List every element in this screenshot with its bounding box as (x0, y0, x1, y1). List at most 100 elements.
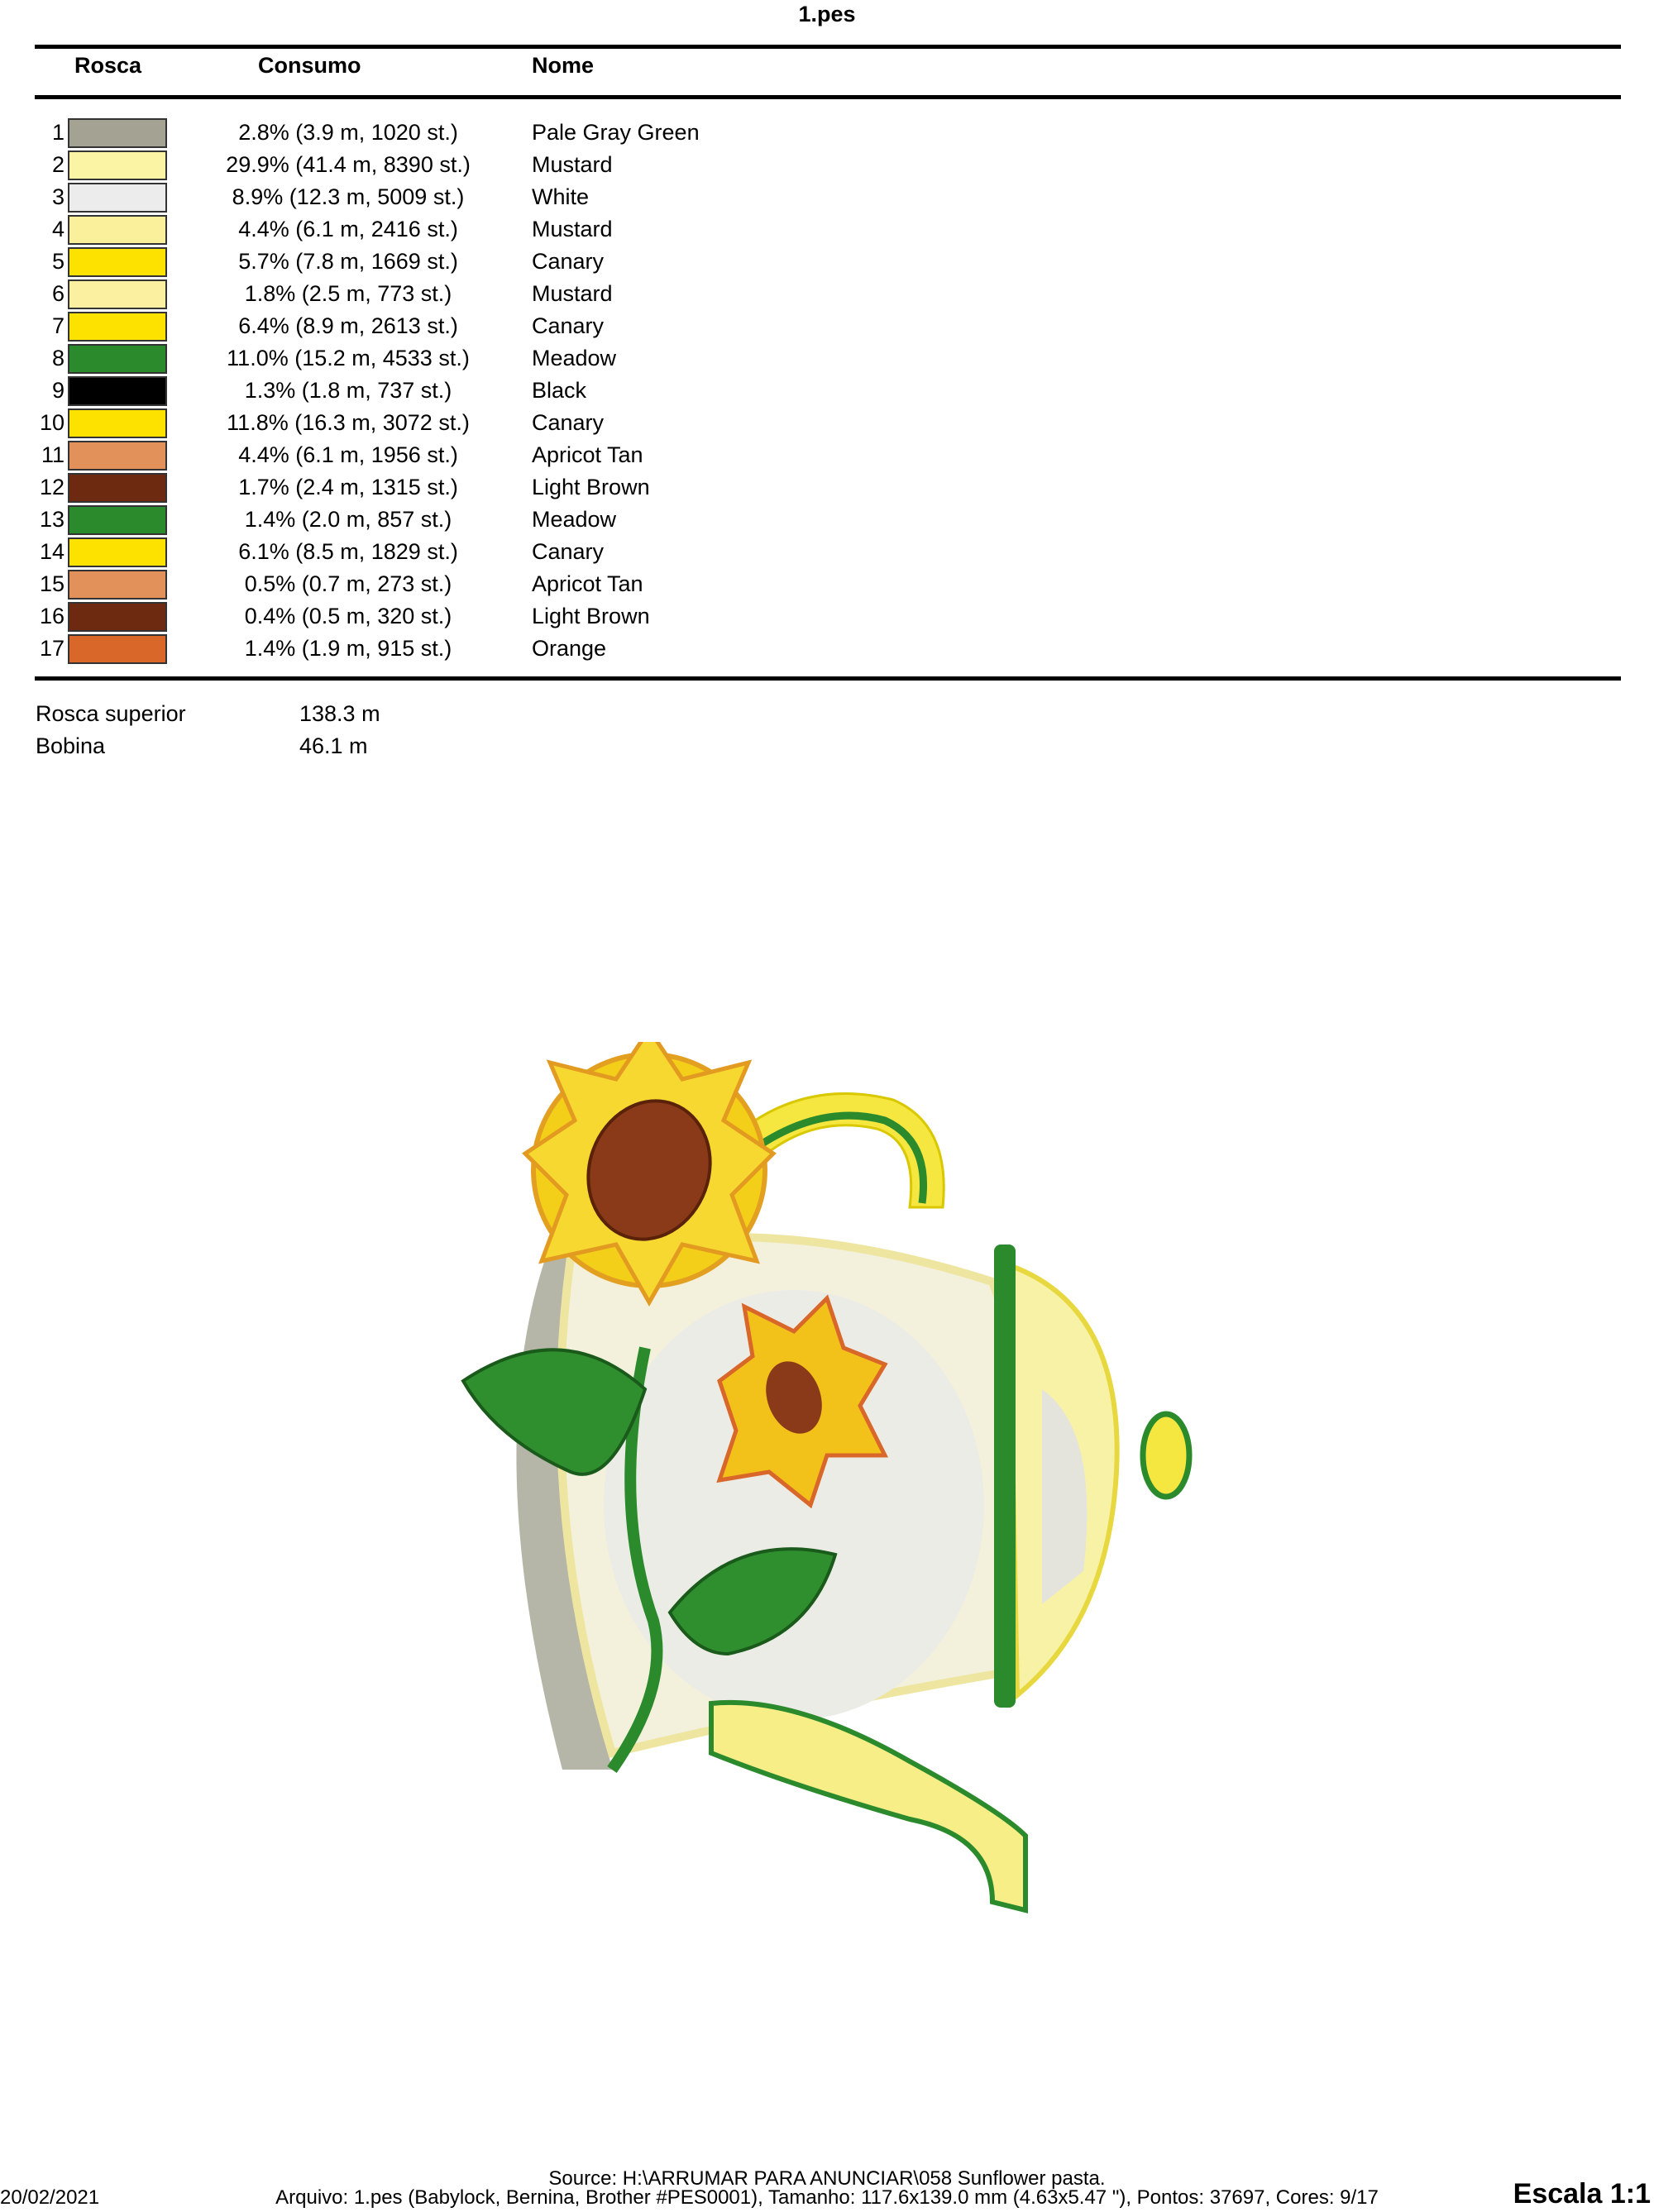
thread-name: Canary (532, 410, 605, 435)
thread-number: 8 (51, 346, 65, 370)
thread-consumption: 11.0% (15.2 m, 4533 st.) (227, 346, 470, 370)
thread-number: 17 (39, 636, 65, 661)
thread-consumption: 29.9% (41.4 m, 8390 st.) (226, 152, 471, 177)
thread-number: 10 (39, 410, 65, 435)
thread-name: Apricot Tan (532, 442, 643, 467)
color-swatch (68, 537, 167, 567)
thread-name: Pale Gray Green (532, 120, 700, 145)
color-swatch (68, 441, 167, 471)
footer-scale: Escala 1:1 (1513, 2178, 1651, 2210)
footer-source: Source: H:\ARRUMAR PARA ANUNCIAR\058 Sun… (548, 2167, 1106, 2190)
thread-row: 8 11.0% (15.2 m, 4533 st.) Meadow (0, 342, 1654, 375)
thread-row: 1 2.8% (3.9 m, 1020 st.) Pale Gray Green (0, 117, 1654, 149)
color-swatch (68, 634, 167, 664)
thread-consumption: 1.7% (2.4 m, 1315 st.) (238, 475, 458, 499)
color-swatch (68, 312, 167, 342)
thread-name: Light Brown (532, 475, 650, 499)
top-thread-label: Rosca superior (36, 701, 186, 726)
thread-name: Mustard (532, 217, 613, 241)
thread-name: Apricot Tan (532, 571, 643, 596)
header-nome: Nome (532, 53, 595, 78)
thread-number: 7 (51, 313, 65, 338)
thread-name: Black (532, 378, 587, 403)
thread-name: Meadow (532, 346, 617, 370)
thread-row: 9 1.3% (1.8 m, 737 st.) Black (0, 375, 1654, 407)
color-swatch (68, 570, 167, 600)
thread-name: Canary (532, 249, 605, 274)
thread-row: 17 1.4% (1.9 m, 915 st.) Orange (0, 633, 1654, 665)
thread-row: 5 5.7% (7.8 m, 1669 st.) Canary (0, 246, 1654, 278)
thread-row: 7 6.4% (8.9 m, 2613 st.) Canary (0, 310, 1654, 342)
document-title: 1.pes (798, 2, 856, 26)
color-swatch (68, 344, 167, 374)
thread-name: Mustard (532, 152, 613, 177)
thread-number: 11 (41, 442, 65, 467)
thread-name: Mustard (532, 281, 613, 306)
footer-date: 20/02/2021 (0, 2186, 100, 2209)
thread-row: 2 29.9% (41.4 m, 8390 st.) Mustard (0, 149, 1654, 181)
thread-name: White (532, 184, 590, 209)
color-swatch (68, 150, 167, 180)
footer-file-info: Arquivo: 1.pes (Babylock, Bernina, Broth… (275, 2186, 1379, 2209)
thread-number: 6 (51, 281, 65, 306)
thread-name: Orange (532, 636, 607, 661)
green-band (994, 1245, 1016, 1708)
thread-consumption: 8.9% (12.3 m, 5009 st.) (232, 184, 465, 209)
sunflower-small (716, 1294, 889, 1509)
thread-number: 16 (39, 604, 65, 628)
thread-consumption: 6.4% (8.9 m, 2613 st.) (238, 313, 458, 338)
thread-consumption: 1.4% (2.0 m, 857 st.) (244, 507, 452, 532)
teapot-spout (709, 1699, 1028, 1913)
bobbin-value: 46.1 m (299, 733, 368, 758)
thread-number: 14 (39, 539, 65, 564)
thread-consumption: 0.4% (0.5 m, 320 st.) (244, 604, 452, 628)
color-swatch (68, 118, 167, 148)
thread-row: 10 11.8% (16.3 m, 3072 st.) Canary (0, 407, 1654, 439)
color-swatch (68, 602, 167, 632)
thread-number: 5 (51, 249, 65, 274)
color-swatch (68, 247, 167, 277)
thread-number: 4 (51, 217, 65, 241)
thread-number: 12 (39, 475, 65, 499)
color-swatch (68, 279, 167, 309)
header-bottom-rule (35, 95, 1621, 99)
table-bottom-rule (35, 676, 1621, 681)
thread-row: 13 1.4% (2.0 m, 857 st.) Meadow (0, 504, 1654, 536)
thread-number: 1 (51, 120, 65, 145)
top-thread-value: 138.3 m (299, 701, 380, 726)
thread-consumption: 1.3% (1.8 m, 737 st.) (244, 378, 452, 403)
thread-consumption: 0.5% (0.7 m, 273 st.) (244, 571, 452, 596)
thread-consumption: 5.7% (7.8 m, 1669 st.) (238, 249, 458, 274)
thread-consumption: 2.8% (3.9 m, 1020 st.) (238, 120, 458, 145)
color-swatch (68, 408, 167, 438)
leaf (461, 1348, 648, 1476)
leaf (667, 1547, 838, 1656)
color-swatch (68, 376, 167, 406)
thread-row: 15 0.5% (0.7 m, 273 st.) Apricot Tan (0, 568, 1654, 600)
thread-number: 15 (39, 571, 65, 596)
thread-row: 11 4.4% (6.1 m, 1956 st.) Apricot Tan (0, 439, 1654, 471)
thread-row: 6 1.8% (2.5 m, 773 st.) Mustard (0, 278, 1654, 310)
color-swatch (68, 473, 167, 503)
thread-consumption: 4.4% (6.1 m, 2416 st.) (238, 217, 458, 241)
thread-number: 3 (51, 184, 65, 209)
thread-row: 14 6.1% (8.5 m, 1829 st.) Canary (0, 536, 1654, 568)
thread-name: Meadow (532, 507, 617, 532)
header-rosca: Rosca (74, 53, 142, 78)
bobbin-label: Bobina (36, 733, 106, 758)
thread-consumption: 1.4% (1.9 m, 915 st.) (244, 636, 452, 661)
thread-consumption: 6.1% (8.5 m, 1829 st.) (238, 539, 458, 564)
header-top-rule (35, 45, 1621, 49)
thread-row: 16 0.4% (0.5 m, 320 st.) Light Brown (0, 600, 1654, 633)
sunflower-large (522, 1042, 777, 1307)
color-swatch (68, 505, 167, 535)
thread-number: 9 (51, 378, 65, 403)
color-swatch (68, 215, 167, 245)
color-swatch (68, 183, 167, 213)
thread-number: 2 (51, 152, 65, 177)
flower-stem (607, 1346, 663, 1774)
thread-row: 3 8.9% (12.3 m, 5009 st.) White (0, 181, 1654, 213)
thread-name: Canary (532, 313, 605, 338)
thread-row: 4 4.4% (6.1 m, 2416 st.) Mustard (0, 213, 1654, 246)
thread-number: 13 (39, 507, 65, 532)
